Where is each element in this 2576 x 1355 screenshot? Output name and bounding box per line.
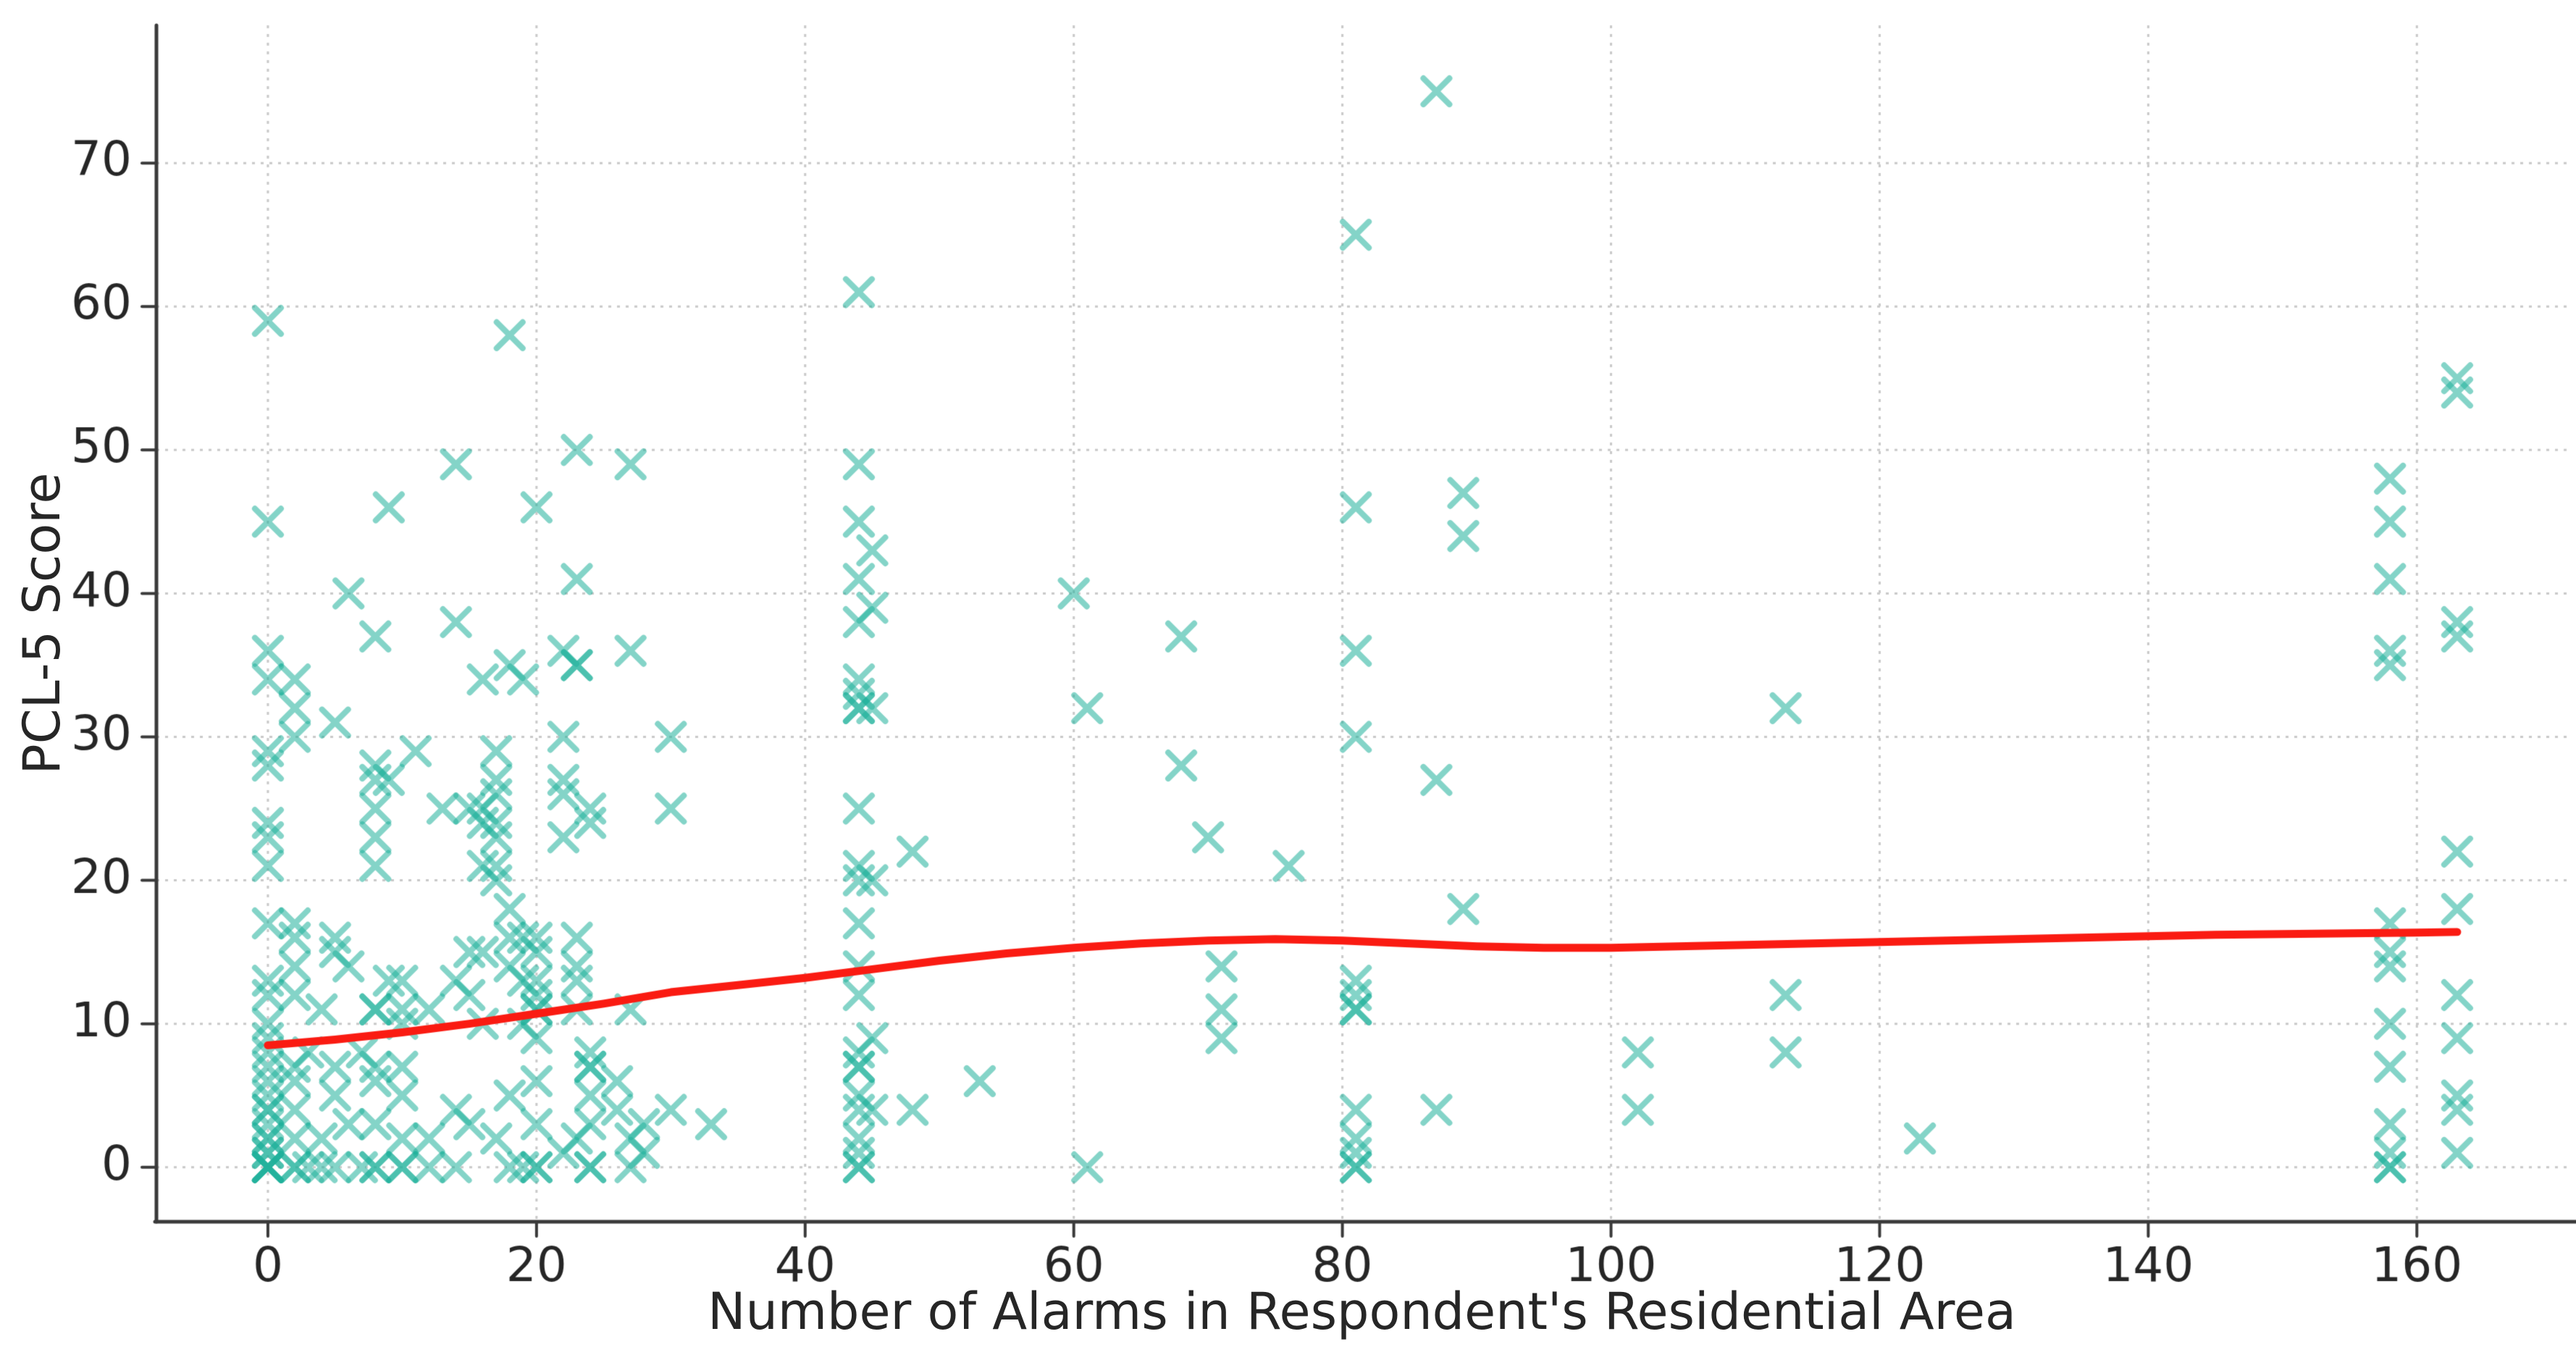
y-axis-title: PCL-5 Score (12, 472, 72, 775)
x-axis-title: Number of Alarms in Respondent's Residen… (708, 1282, 2016, 1341)
